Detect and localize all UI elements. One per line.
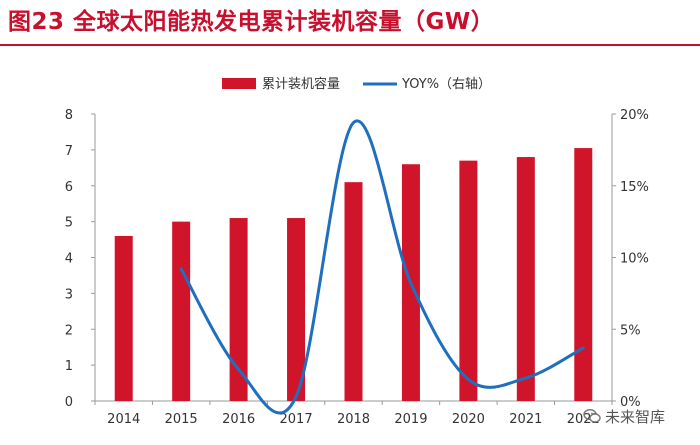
left-tick-label: 8 bbox=[65, 108, 73, 123]
right-tick-label: 5% bbox=[620, 323, 641, 338]
x-tick-label: 2015 bbox=[165, 412, 198, 427]
left-tick-label: 5 bbox=[65, 216, 73, 231]
title-divider bbox=[0, 44, 700, 46]
x-tick-label: 2014 bbox=[107, 412, 140, 427]
x-tick-label: 2017 bbox=[280, 412, 313, 427]
left-tick-label: 4 bbox=[65, 252, 73, 267]
watermark: 未来智库 bbox=[583, 404, 665, 428]
right-tick-label: 15% bbox=[620, 180, 649, 195]
right-tick-label: 20% bbox=[620, 108, 649, 123]
x-tick-label: 2021 bbox=[509, 412, 542, 427]
bar-2016 bbox=[229, 218, 248, 401]
bar-2015 bbox=[172, 221, 191, 401]
x-tick-label: 2020 bbox=[452, 412, 485, 427]
x-tick-label: 2019 bbox=[394, 412, 427, 427]
x-tick-label: 2018 bbox=[337, 412, 370, 427]
legend-line-label: YOY%（右轴） bbox=[401, 77, 491, 92]
bar-2021 bbox=[516, 157, 535, 401]
bar-2020 bbox=[459, 160, 478, 401]
legend-bar-swatch bbox=[222, 78, 256, 89]
x-tick-label: 2016 bbox=[222, 412, 255, 427]
left-tick-label: 6 bbox=[65, 180, 73, 195]
bar-2017 bbox=[287, 218, 306, 401]
bar-2018 bbox=[344, 182, 363, 401]
right-tick-label: 0% bbox=[620, 395, 641, 410]
left-tick-label: 2 bbox=[65, 323, 73, 338]
left-tick-label: 0 bbox=[65, 395, 73, 410]
legend-bar-label: 累计装机容量 bbox=[262, 76, 340, 92]
left-tick-label: 7 bbox=[65, 144, 73, 159]
bar-2022 bbox=[574, 148, 593, 401]
watermark-text: 未来智库 bbox=[605, 407, 666, 426]
yoy-line bbox=[179, 119, 585, 415]
left-tick-label: 1 bbox=[65, 359, 73, 374]
left-tick-label: 3 bbox=[65, 287, 73, 302]
wechat-icon bbox=[583, 408, 601, 423]
right-tick-label: 10% bbox=[620, 252, 649, 267]
chart-title: 图23 全球太阳能热发电累计装机容量（GW） bbox=[8, 9, 495, 35]
bar-2014 bbox=[114, 235, 133, 401]
